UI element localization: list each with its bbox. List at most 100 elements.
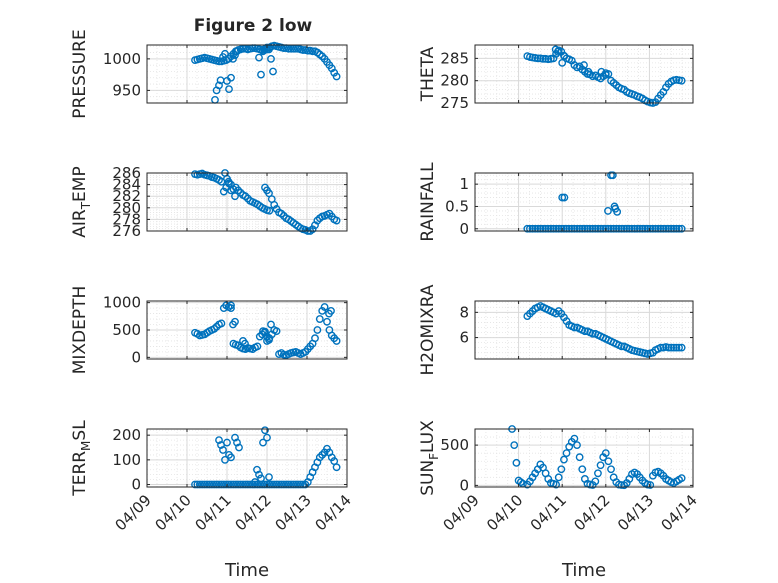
x-tick-label: 04/14 [658,491,701,534]
data-point [553,47,562,56]
data-point [604,207,612,215]
data-point [217,319,226,328]
data-point [573,441,581,450]
data-point [229,480,238,489]
series-markers [191,41,341,104]
series-markers [523,302,686,358]
data-point [667,224,676,233]
axes-frame [146,172,348,232]
data-point [641,224,649,233]
y-tick-label: 278 [112,210,141,228]
data-point [265,45,273,54]
data-point [313,326,322,334]
data-point [289,44,298,53]
data-point [200,480,209,489]
data-point [205,480,214,489]
data-point [272,327,281,335]
data-point [531,224,540,233]
data-point [570,434,579,443]
subplot-7: 0 100 200 TERRMSL 04/0904/1004/1104/1204/130… [70,420,355,581]
data-point [620,224,629,233]
data-point [219,446,227,454]
data-point [599,224,608,233]
data-point [544,224,553,233]
data-point [231,51,239,59]
data-point [263,480,271,489]
y-tick-label: 500 [440,436,469,454]
data-point [236,480,245,489]
data-point [669,224,678,233]
data-point [614,224,623,233]
subplot-6: 6 8 H2OMIXRA [418,284,694,376]
series-markers [508,425,686,490]
data-point [222,480,231,489]
axes-frame [474,172,694,232]
data-point [607,224,615,233]
data-point [633,224,642,233]
x-tick-label: 04/10 [152,491,195,534]
data-point [554,473,563,482]
data-point [580,224,589,233]
data-point [299,46,307,54]
y-tick-label: 8 [459,303,469,321]
subplot-4: 0 0.5 1 RAINFALL [418,162,694,242]
data-point [327,306,335,315]
y-tick-label: 0 [131,348,141,366]
data-point [575,453,584,462]
data-point [562,449,571,458]
data-point [557,224,566,233]
data-point [677,343,686,352]
y-tick-label: 282 [112,187,141,205]
data-point [580,61,588,69]
data-point [253,342,262,351]
data-point [594,469,602,478]
data-point [533,224,542,233]
series-markers [191,426,341,489]
data-point [284,480,293,489]
data-point [223,438,231,447]
data-point [588,224,597,233]
y-tick-label: 1 [459,175,469,193]
data-point [528,224,537,233]
data-point [541,224,550,233]
plot-area [475,429,693,487]
x-tick-label: 04/09 [440,491,483,534]
data-point [267,54,275,63]
data-point [578,224,587,233]
data-point [609,224,618,233]
data-point [617,342,626,351]
data-point [567,224,576,233]
data-point [628,224,636,233]
data-point [221,49,229,58]
y-tick-label: 280 [112,199,141,217]
data-point [612,224,621,233]
data-point [560,52,569,61]
data-point [630,224,639,233]
data-point [195,480,204,489]
y-tick-label: 500 [112,321,141,339]
y-tick-label: 286 [112,164,141,182]
data-point [219,187,228,196]
x-axis-label: Time [224,560,269,581]
data-point [588,329,597,338]
y-tick-label: 280 [440,72,469,90]
data-point [560,224,568,233]
data-point [575,224,584,233]
data-point [287,480,295,489]
y-tick-label: 276 [112,222,141,240]
data-point [241,339,249,348]
data-point [308,47,317,56]
data-point [570,224,579,233]
data-point [625,224,634,233]
y-axis-label: SUNFLUX [418,420,441,496]
data-point [215,480,223,489]
data-point [560,193,569,202]
data-point [597,67,606,76]
axes-frame [474,428,694,488]
data-point [656,343,665,352]
data-point [526,224,534,233]
data-point [279,480,288,489]
data-point [227,480,235,489]
